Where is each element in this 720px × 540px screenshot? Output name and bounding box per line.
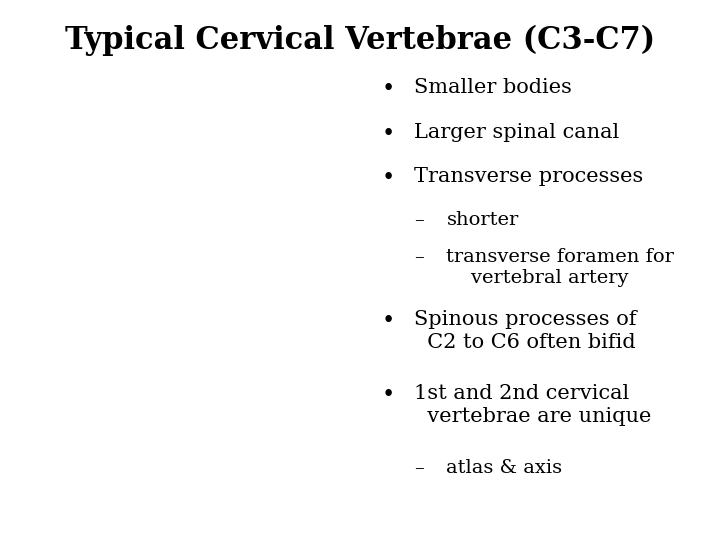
Text: •: • — [382, 123, 395, 145]
Text: atlas & axis: atlas & axis — [446, 459, 562, 477]
Text: •: • — [382, 78, 395, 100]
Text: Larger spinal canal: Larger spinal canal — [414, 123, 619, 141]
Text: –: – — [414, 211, 424, 229]
Text: •: • — [382, 167, 395, 189]
Text: Spinous processes of
  C2 to C6 often bifid: Spinous processes of C2 to C6 often bifi… — [414, 310, 636, 352]
Text: Transverse processes: Transverse processes — [414, 167, 643, 186]
Text: Smaller bodies: Smaller bodies — [414, 78, 572, 97]
Text: 1st and 2nd cervical
  vertebrae are unique: 1st and 2nd cervical vertebrae are uniqu… — [414, 384, 652, 426]
Text: •: • — [382, 384, 395, 407]
Text: shorter: shorter — [446, 211, 518, 229]
Text: •: • — [382, 310, 395, 332]
Text: transverse foramen for
    vertebral artery: transverse foramen for vertebral artery — [446, 248, 674, 287]
Text: Typical Cervical Vertebrae (C3-C7): Typical Cervical Vertebrae (C3-C7) — [65, 24, 655, 56]
Text: –: – — [414, 248, 424, 266]
Text: –: – — [414, 459, 424, 477]
